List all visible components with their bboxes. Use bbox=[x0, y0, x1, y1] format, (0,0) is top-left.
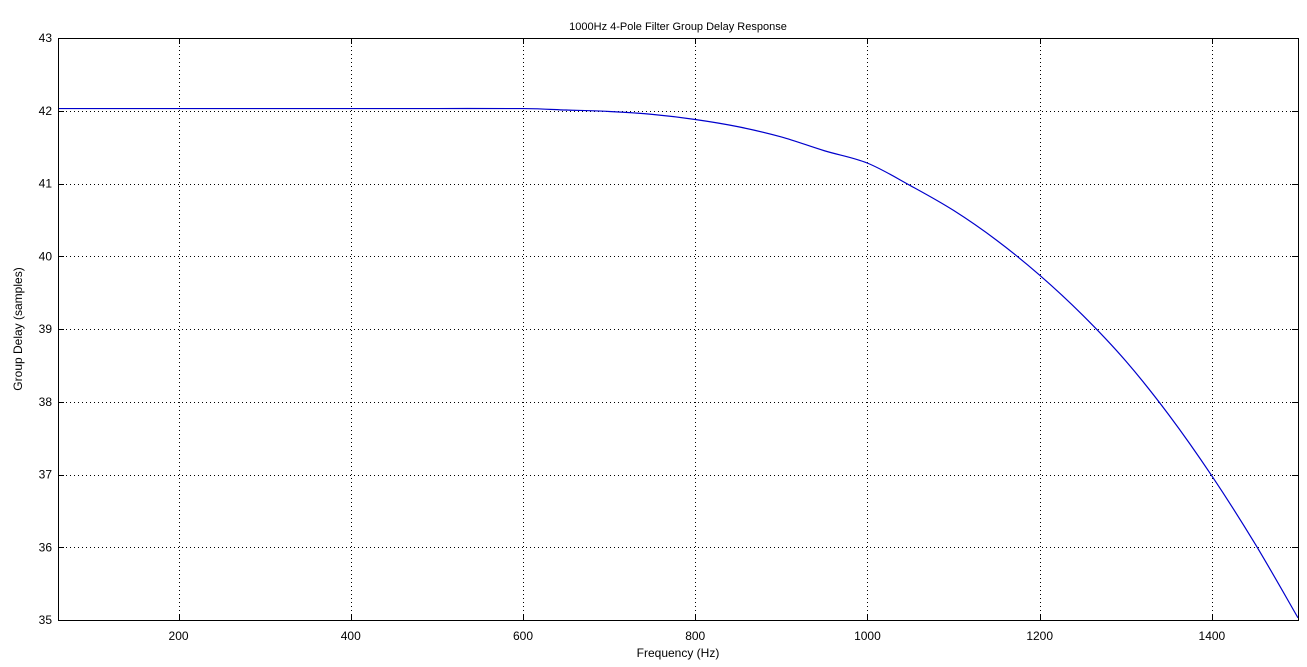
x-tick-label: 600 bbox=[513, 629, 533, 643]
x-axis-label: Frequency (Hz) bbox=[637, 646, 720, 660]
x-tick-labels: 200 400 600 800 1000 1200 1400 bbox=[169, 629, 1226, 643]
grid-lines bbox=[58, 38, 1298, 620]
y-axis-label: Group Delay (samples) bbox=[11, 267, 25, 390]
y-tick-label: 42 bbox=[39, 104, 53, 118]
x-tick-label: 1000 bbox=[854, 629, 881, 643]
y-tick-label: 37 bbox=[39, 468, 53, 482]
y-tick-label: 39 bbox=[39, 322, 53, 336]
y-tick-label: 36 bbox=[39, 540, 53, 554]
chart-title: 1000Hz 4-Pole Filter Group Delay Respons… bbox=[569, 21, 787, 33]
x-tick-label: 800 bbox=[685, 629, 705, 643]
y-tick-labels: 35 36 37 38 39 40 41 42 43 bbox=[39, 31, 53, 627]
y-tick-label: 40 bbox=[39, 249, 53, 263]
x-tick-label: 200 bbox=[169, 629, 189, 643]
y-tick-label: 41 bbox=[39, 177, 53, 191]
y-tick-label: 35 bbox=[39, 613, 53, 627]
y-tick-label: 38 bbox=[39, 395, 53, 409]
x-tick-label: 1400 bbox=[1199, 629, 1226, 643]
y-tick-label: 43 bbox=[39, 31, 53, 45]
series-line-0 bbox=[58, 107, 1299, 619]
x-tick-label: 400 bbox=[341, 629, 361, 643]
plot-frame bbox=[58, 38, 1299, 621]
x-tick-label: 1200 bbox=[1026, 629, 1053, 643]
series-layer bbox=[58, 107, 1299, 619]
